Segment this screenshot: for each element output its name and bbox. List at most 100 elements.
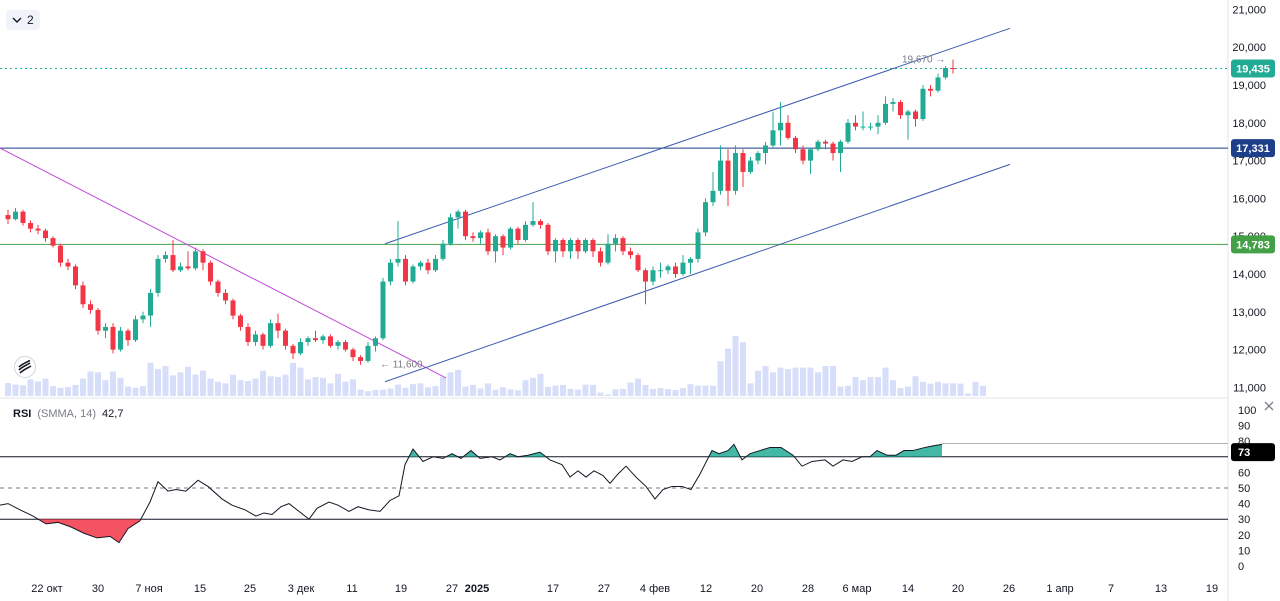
volume-bar [72, 384, 79, 396]
last-price-badge [1231, 59, 1275, 78]
candle-body [658, 270, 663, 272]
candle-body [718, 160, 723, 191]
level-green-badge [1231, 235, 1275, 254]
candle-body [500, 236, 506, 248]
volume-bar [492, 389, 499, 396]
volume-bar [545, 386, 551, 396]
volume-bar [215, 381, 221, 396]
rsi-badge-label: 73 [1238, 447, 1250, 459]
candle-body [455, 211, 461, 218]
time-tick-label: 26 [1003, 583, 1015, 595]
volume-bar [755, 370, 761, 396]
candle-body [283, 330, 288, 346]
price-tick-label: 14,000 [1232, 269, 1266, 281]
candle-body [823, 141, 828, 144]
candle-body [275, 323, 281, 331]
volume-bar [560, 384, 566, 396]
time-tick-label: 2025 [465, 583, 489, 595]
rsi-params: (SMMA, 14) [37, 408, 97, 420]
rsi-title: RSI [13, 408, 32, 420]
volume-bar [762, 365, 769, 396]
rsi-oversold-fill [97, 519, 110, 538]
volume-bar [905, 386, 911, 396]
candle-body [568, 239, 573, 252]
candle-body [883, 103, 888, 123]
volume-bar [102, 380, 109, 396]
volume-bar [785, 369, 791, 396]
close-icon[interactable] [1262, 399, 1276, 413]
volume-bar [950, 383, 956, 396]
volume-bar [365, 391, 371, 396]
tradingview-logo-icon [14, 356, 36, 378]
candle-body [298, 342, 303, 354]
chevron-down-icon [12, 13, 22, 27]
volume-bar [747, 383, 754, 396]
candle-body [35, 228, 41, 231]
rsi-oversold-fill [71, 519, 84, 534]
volume-bar [447, 372, 454, 396]
candle-body [245, 326, 251, 343]
rsi-tick-label: 30 [1238, 514, 1250, 526]
candle-body [478, 232, 483, 239]
candle-body [185, 266, 191, 269]
volume-bar [200, 370, 206, 396]
rsi-overbought-fill [925, 445, 933, 457]
time-tick-label: 30 [92, 583, 104, 595]
time-tick-label: 22 окт [31, 583, 62, 595]
candle-body [193, 251, 198, 269]
volume-bar [80, 378, 86, 396]
candle-body [778, 122, 783, 131]
collapse-count: 2 [27, 13, 34, 27]
volume-bar [672, 389, 679, 396]
volume-bar [597, 392, 604, 396]
candle-body [523, 224, 528, 240]
volume-bar [425, 387, 431, 396]
volume-bar [237, 380, 244, 396]
candle-body [733, 153, 738, 191]
volume-bar [897, 388, 904, 396]
volume-bar [252, 378, 259, 396]
candle-body [628, 251, 633, 256]
volume-bar [380, 389, 386, 396]
volume-bar [710, 385, 716, 396]
time-tick-label: 7 [1108, 583, 1114, 595]
volume-bar [822, 365, 829, 396]
collapse-indicators-button[interactable]: 2 [6, 10, 40, 30]
volume-bar [552, 385, 559, 396]
level-green-label: 14,783 [1236, 239, 1270, 251]
candle-body [13, 211, 18, 220]
rsi-legend[interactable]: RSI (SMMA, 14) 42,7 [13, 408, 123, 420]
volume-bar [972, 381, 979, 396]
volume-bar [695, 385, 701, 396]
volume-bar [350, 379, 356, 396]
candle-body [785, 122, 791, 138]
price-tick-label: 13,000 [1232, 307, 1266, 319]
rsi-tick-label: 20 [1238, 530, 1250, 542]
candle-body [875, 122, 881, 127]
candle-body [358, 357, 363, 361]
candle-body [425, 262, 431, 271]
candle-body [943, 67, 948, 78]
candle-body [223, 292, 228, 301]
candle-body [380, 281, 386, 339]
volume-bar [590, 384, 596, 396]
volume-bar [852, 377, 859, 396]
time-tick-label: 19 [1206, 583, 1218, 595]
candle-body [148, 292, 153, 316]
candle-body [665, 266, 671, 271]
candle-body [313, 338, 318, 341]
price-tick-label: 18,000 [1232, 118, 1266, 130]
time-tick-label: 27 [598, 583, 610, 595]
volume-bar [665, 389, 671, 396]
candle-body [688, 258, 693, 263]
volume-bar [342, 381, 349, 396]
candle-body [140, 315, 146, 320]
volume-bar [687, 384, 694, 396]
candle-body [890, 102, 896, 104]
volume-bar [125, 386, 131, 396]
candle-body [463, 211, 468, 237]
candle-body [433, 258, 438, 271]
volume-bar [185, 366, 191, 396]
candle-body [898, 102, 903, 116]
